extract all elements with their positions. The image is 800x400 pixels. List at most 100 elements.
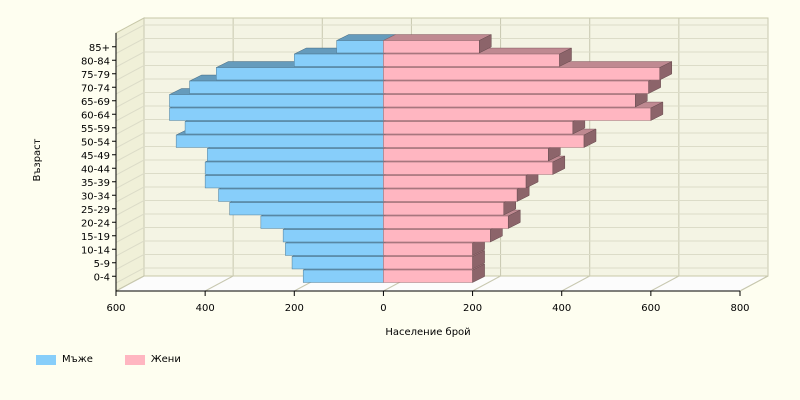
bar-side-face [472, 250, 485, 270]
side-grid-line [115, 105, 145, 122]
bar-women-0-4 [383, 269, 473, 283]
bar-men-15-19 [282, 229, 384, 243]
side-grid-line [115, 92, 145, 108]
side-grid-line [115, 227, 145, 243]
x-tick-label: 200 [463, 303, 482, 314]
bar-men-20-24 [260, 215, 384, 229]
bar-men-30-34 [218, 188, 384, 202]
legend-label-women: Жени [150, 354, 181, 365]
y-tick-label: 50-54 [81, 137, 110, 148]
bar-men-80-84 [294, 53, 384, 67]
bar-men-25-29 [229, 202, 384, 216]
bar-men-60-64 [169, 107, 384, 121]
bar-women-5-9 [383, 256, 473, 270]
y-tick-label: 15-19 [81, 232, 110, 243]
y-tick-label: 75-79 [81, 70, 110, 81]
bar-women-15-19 [383, 229, 491, 243]
side-grid-line [115, 254, 145, 270]
side-grid-line [115, 65, 145, 81]
bar-men-50-54 [175, 134, 384, 148]
y-tick-label: 5-9 [94, 259, 110, 270]
x-tick-label: 600 [106, 303, 125, 314]
bar-men-55-59 [184, 121, 384, 135]
floor-grid-line [204, 275, 234, 292]
bar-women-85+ [383, 40, 480, 54]
y-tick-label: 0-4 [94, 272, 110, 283]
bar-men-75-79 [216, 67, 384, 81]
bar-women-55-59 [383, 121, 574, 135]
side-grid-line [115, 240, 145, 257]
bar-men-45-49 [207, 148, 384, 162]
side-grid-line [115, 200, 145, 216]
x-tick-label: 400 [552, 303, 571, 314]
x-axis-title: Население брой [385, 327, 470, 338]
y-tick-label: 25-29 [81, 205, 110, 216]
y-tick-label: 55-59 [81, 124, 110, 135]
y-tick-label: 65-69 [81, 97, 110, 108]
side-grid-line [115, 267, 145, 284]
bar-side-face [659, 61, 673, 81]
bar-side-face [583, 128, 597, 148]
side-grid-line [115, 186, 145, 203]
bar-men-10-14 [285, 242, 384, 256]
side-grid-line [115, 119, 145, 135]
bar-men-40-44 [204, 161, 384, 175]
legend: Мъже Жени [36, 354, 181, 365]
bar-men-0-4 [302, 269, 384, 283]
bar-side-face [650, 101, 664, 121]
legend-label-men: Мъже [62, 354, 93, 365]
side-grid-line [115, 38, 145, 54]
y-axis-title: Възраст [32, 138, 43, 181]
floor-grid-line [472, 275, 501, 292]
floor-grid-line [115, 275, 145, 292]
legend-item-women: Жени [124, 354, 181, 365]
y-tick-label: 10-14 [81, 245, 110, 256]
side-grid-line [115, 159, 145, 176]
bar-women-65-69 [383, 94, 636, 108]
floor-grid-line [739, 275, 769, 292]
side-grid-line [115, 24, 145, 41]
x-tick-label: 400 [196, 303, 215, 314]
bar-top-face [383, 34, 492, 41]
bar-women-10-14 [383, 242, 473, 256]
y-tick-label: 30-34 [81, 191, 110, 202]
floor-grid-line [561, 275, 590, 292]
bar-women-25-29 [383, 202, 505, 216]
side-grid-line [115, 51, 145, 68]
y-tick-label: 35-39 [81, 178, 110, 189]
y-tick-label: 60-64 [81, 110, 110, 121]
bar-side-face [552, 155, 566, 175]
legend-item-men: Мъже [36, 354, 93, 365]
y-tick-label: 20-24 [81, 218, 110, 229]
bar-men-70-74 [189, 80, 384, 94]
side-grid-line [115, 146, 145, 162]
side-grid-line [115, 132, 145, 149]
side-grid-line [115, 213, 145, 230]
bar-women-45-49 [383, 148, 549, 162]
bar-women-50-54 [383, 134, 585, 148]
legend-swatch-men [36, 354, 56, 365]
bar-women-40-44 [383, 161, 554, 175]
x-tick-label: 0 [380, 303, 386, 314]
side-grid-line [115, 78, 145, 95]
bar-men-5-9 [291, 256, 384, 270]
bar-side-face [472, 263, 485, 283]
x-tick-label: 200 [285, 303, 304, 314]
x-tick-label: 800 [730, 303, 749, 314]
bar-women-30-34 [383, 188, 518, 202]
side-grid-line [115, 173, 145, 189]
bar-men-85+ [336, 40, 384, 54]
legend-swatch-women [124, 354, 145, 365]
y-tick-label: 45-49 [81, 151, 110, 162]
bar-women-70-74 [383, 80, 649, 94]
y-tick-label: 70-74 [81, 83, 110, 94]
x-tick-label: 600 [641, 303, 660, 314]
bar-women-80-84 [383, 53, 560, 67]
bar-side-face [479, 34, 492, 54]
bar-women-20-24 [383, 215, 509, 229]
bar-women-35-39 [383, 175, 527, 189]
bar-women-60-64 [383, 107, 652, 121]
bar-men-35-39 [204, 175, 384, 189]
